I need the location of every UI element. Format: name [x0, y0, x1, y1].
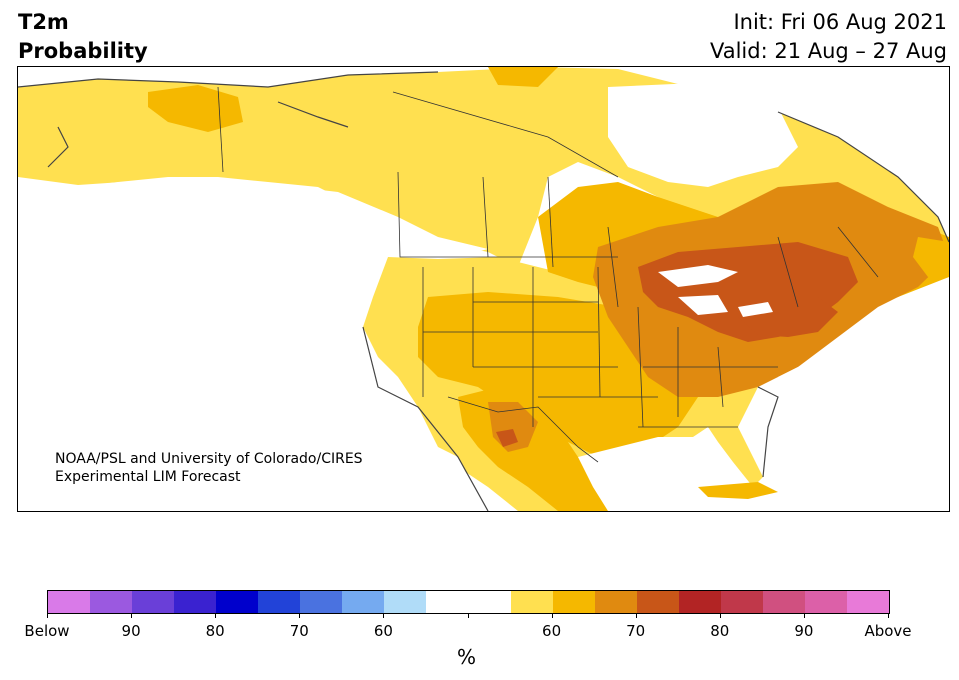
title-line-variable: T2m: [18, 10, 69, 34]
colorbar-segment: [846, 591, 889, 613]
colorbar-tick-label: 70: [626, 622, 646, 640]
colorbar-segment: [258, 591, 301, 613]
region-great-lakes-water: [658, 265, 773, 317]
colorbar-segment: [342, 591, 385, 613]
colorbar-tick-label: Below: [24, 622, 70, 640]
colorbar-segment: [426, 591, 469, 613]
colorbar-unit: %: [457, 645, 477, 669]
colorbar-segment: [132, 591, 175, 613]
colorbar: [47, 590, 890, 614]
colorbar-segment: [510, 591, 553, 613]
forecast-dates: Init: Fri 06 Aug 2021 Valid: 21 Aug – 27…: [710, 8, 947, 66]
colorbar-tick: [551, 613, 553, 618]
region-mexico-dark-orange: [496, 429, 518, 447]
credit-line-2: Experimental LIM Forecast: [55, 469, 241, 485]
region-new-england-dark-orange: [738, 297, 838, 337]
region-west-canada-white: [18, 177, 488, 397]
colorbar-tick: [635, 613, 637, 618]
colorbar-segment: [174, 591, 217, 613]
colorbar-tick-label: 90: [121, 622, 141, 640]
title-line-type: Probability: [18, 39, 148, 63]
political-borders: [217, 86, 879, 463]
region-florida: [708, 427, 763, 487]
colorbar-tick-label: 90: [794, 622, 814, 640]
colorbar-segment: [384, 591, 427, 613]
credit-text: NOAA/PSL and University of Colorado/CIRE…: [55, 450, 363, 486]
colorbar-tick: [47, 613, 48, 618]
map-title: T2m Probability: [18, 8, 148, 66]
colorbar-segment: [720, 591, 763, 613]
colorbar-tick-label: 60: [542, 622, 562, 640]
colorbar-segment: [762, 591, 805, 613]
region-alaska-gold: [148, 85, 243, 132]
colorbar-tick-label: 80: [205, 622, 225, 640]
probability-map: [17, 66, 950, 512]
region-hudson-bay: [608, 82, 798, 187]
colorbar-segment: [90, 591, 133, 613]
coastlines: [18, 71, 949, 511]
colorbar-tick: [215, 613, 217, 618]
colorbar-tick-label: 60: [373, 622, 393, 640]
colorbar-tick: [467, 613, 469, 618]
colorbar-tick: [803, 613, 805, 618]
region-atlantic: [768, 307, 949, 511]
region-arctic-gold: [488, 67, 558, 87]
colorbar-tick: [888, 613, 889, 618]
credit-line-1: NOAA/PSL and University of Colorado/CIRE…: [55, 451, 363, 467]
map-canvas: [18, 67, 949, 511]
colorbar-tick-label: 80: [710, 622, 730, 640]
colorbar-tick-label: Above: [864, 622, 912, 640]
colorbar-segment: [636, 591, 679, 613]
colorbar-tick: [299, 613, 301, 618]
region-baja: [438, 447, 488, 511]
colorbar-tick: [131, 613, 133, 618]
colorbar-segment: [594, 591, 637, 613]
colorbar-segment: [48, 591, 91, 613]
colorbar-tick: [719, 613, 721, 618]
colorbar-segment: [468, 591, 511, 613]
region-newfoundland: [913, 237, 949, 277]
colorbar-segment: [804, 591, 847, 613]
colorbar-segment: [216, 591, 259, 613]
init-date: Init: Fri 06 Aug 2021: [733, 10, 947, 34]
colorbar-tick-label: 70: [289, 622, 309, 640]
colorbar-segment: [300, 591, 343, 613]
valid-dates: Valid: 21 Aug – 27 Aug: [709, 39, 947, 63]
colorbar-segment: [678, 591, 721, 613]
colorbar-tick: [383, 613, 385, 618]
colorbar-segment: [552, 591, 595, 613]
region-caribbean: [698, 482, 778, 499]
